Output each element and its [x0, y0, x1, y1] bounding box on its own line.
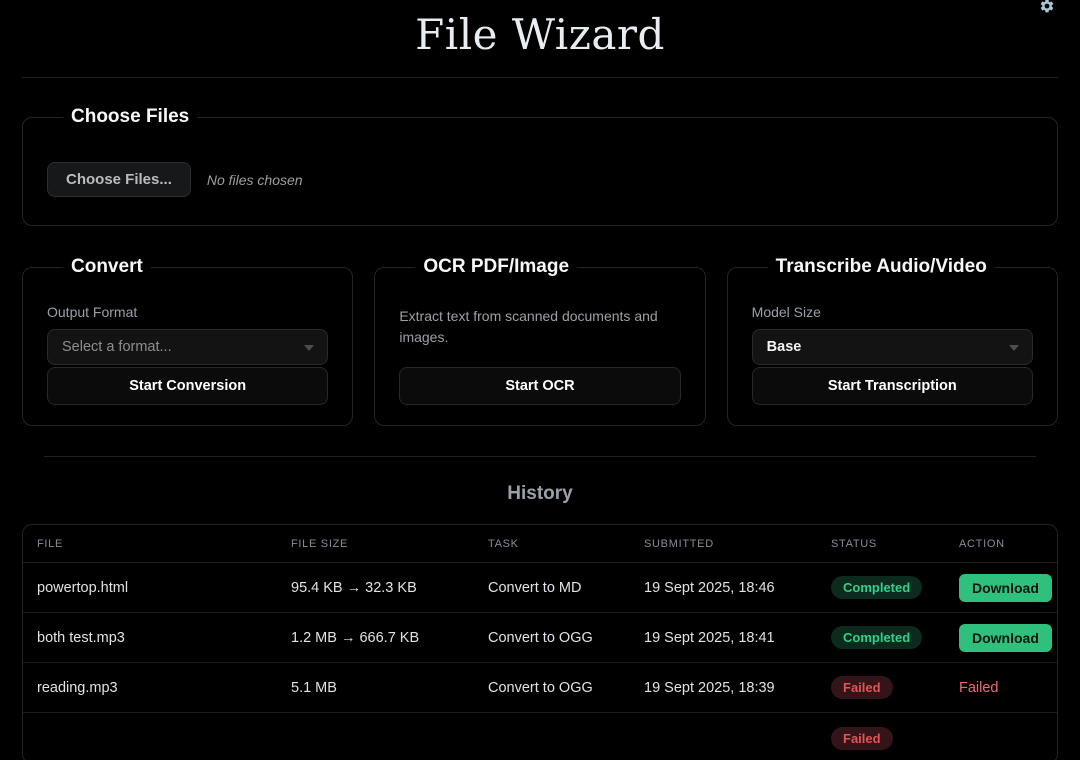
submitted: 19 Sept 2025, 18:41	[644, 629, 775, 646]
column-header-file-size: FILE SIZE	[291, 537, 349, 550]
status-badge: Failed	[831, 676, 893, 699]
file-size: 5.1 MB	[291, 679, 337, 696]
convert-panel: Convert Output Format Select a format...…	[22, 256, 354, 426]
transcribe-panel: Transcribe Audio/Video Model Size Base S…	[726, 256, 1058, 426]
history-title: History	[507, 483, 573, 504]
column-header-submitted: SUBMITTED	[644, 537, 714, 550]
app-header: File Wizard	[0, 0, 1080, 77]
column-header-status: STATUS	[831, 537, 877, 550]
status-badge: Failed	[831, 726, 893, 750]
model-size-label: Model Size	[751, 304, 821, 320]
column-header-action: ACTION	[959, 537, 1005, 550]
start-conversion-button[interactable]: Start Conversion	[47, 367, 329, 405]
download-button[interactable]: Download	[959, 573, 1052, 602]
download-button[interactable]: Download	[959, 623, 1052, 652]
model-size-select[interactable]: Base	[751, 329, 1033, 365]
file-name: reading.mp3	[37, 679, 118, 696]
submitted: 19 Sept 2025, 18:39	[644, 679, 775, 696]
convert-legend: Convert	[71, 256, 143, 277]
status-badge: Completed	[831, 626, 923, 649]
table-row: powertop.html 95.4 KB → 32.3 KB Convert …	[23, 563, 1057, 613]
file-name: powertop.html	[37, 579, 129, 596]
model-size-select-wrap: Base	[751, 329, 1033, 365]
submitted: 19 Sept 2025, 18:46	[644, 579, 775, 596]
output-format-select-wrap: Select a format...	[47, 329, 329, 365]
file-size: 95.4 KB → 32.3 KB	[291, 579, 417, 596]
choose-files-section: Choose Files Choose Files... No files ch…	[22, 106, 1058, 226]
section-divider	[44, 456, 1036, 457]
table-row: reading.mp3 5.1 MB Convert to OGG 19 Sep…	[23, 663, 1057, 713]
start-ocr-button[interactable]: Start OCR	[399, 367, 681, 405]
column-header-task: TASK	[488, 537, 519, 550]
ocr-legend: OCR PDF/Image	[423, 256, 570, 277]
no-files-chosen-text: No files chosen	[206, 171, 303, 188]
page-title: File Wizard	[415, 10, 665, 59]
gear-icon	[1039, 0, 1057, 14]
main-content: Choose Files Choose Files... No files ch…	[0, 106, 1080, 760]
output-format-select[interactable]: Select a format...	[47, 329, 329, 365]
start-transcription-button[interactable]: Start Transcription	[751, 367, 1033, 405]
column-header-file: FILE	[37, 537, 64, 550]
action-panels: Convert Output Format Select a format...…	[22, 256, 1058, 426]
table-row: Failed	[23, 713, 1057, 760]
ocr-panel: OCR PDF/Image Extract text from scanned …	[374, 256, 706, 426]
task: Convert to OGG	[488, 629, 593, 646]
file-name: both test.mp3	[37, 629, 125, 646]
table-header-row: FILE FILE SIZE TASK SUBMITTED STATUS ACT…	[23, 525, 1057, 563]
transcribe-legend: Transcribe Audio/Video	[775, 256, 987, 277]
choose-files-legend: Choose Files	[71, 106, 190, 127]
choose-files-button[interactable]: Choose Files...	[47, 162, 191, 197]
file-size: 1.2 MB → 666.7 KB	[291, 629, 420, 646]
failed-action-text: Failed	[959, 679, 999, 696]
ocr-description: Extract text from scanned documents and …	[399, 308, 658, 345]
table-row: both test.mp3 1.2 MB → 666.7 KB Convert …	[23, 613, 1057, 663]
history-table: FILE FILE SIZE TASK SUBMITTED STATUS ACT…	[22, 524, 1058, 760]
task: Convert to OGG	[488, 679, 593, 696]
settings-button[interactable]	[1039, 0, 1057, 15]
header-divider	[22, 77, 1058, 78]
task: Convert to MD	[488, 579, 582, 596]
status-badge: Completed	[831, 576, 923, 599]
output-format-label: Output Format	[47, 304, 138, 320]
